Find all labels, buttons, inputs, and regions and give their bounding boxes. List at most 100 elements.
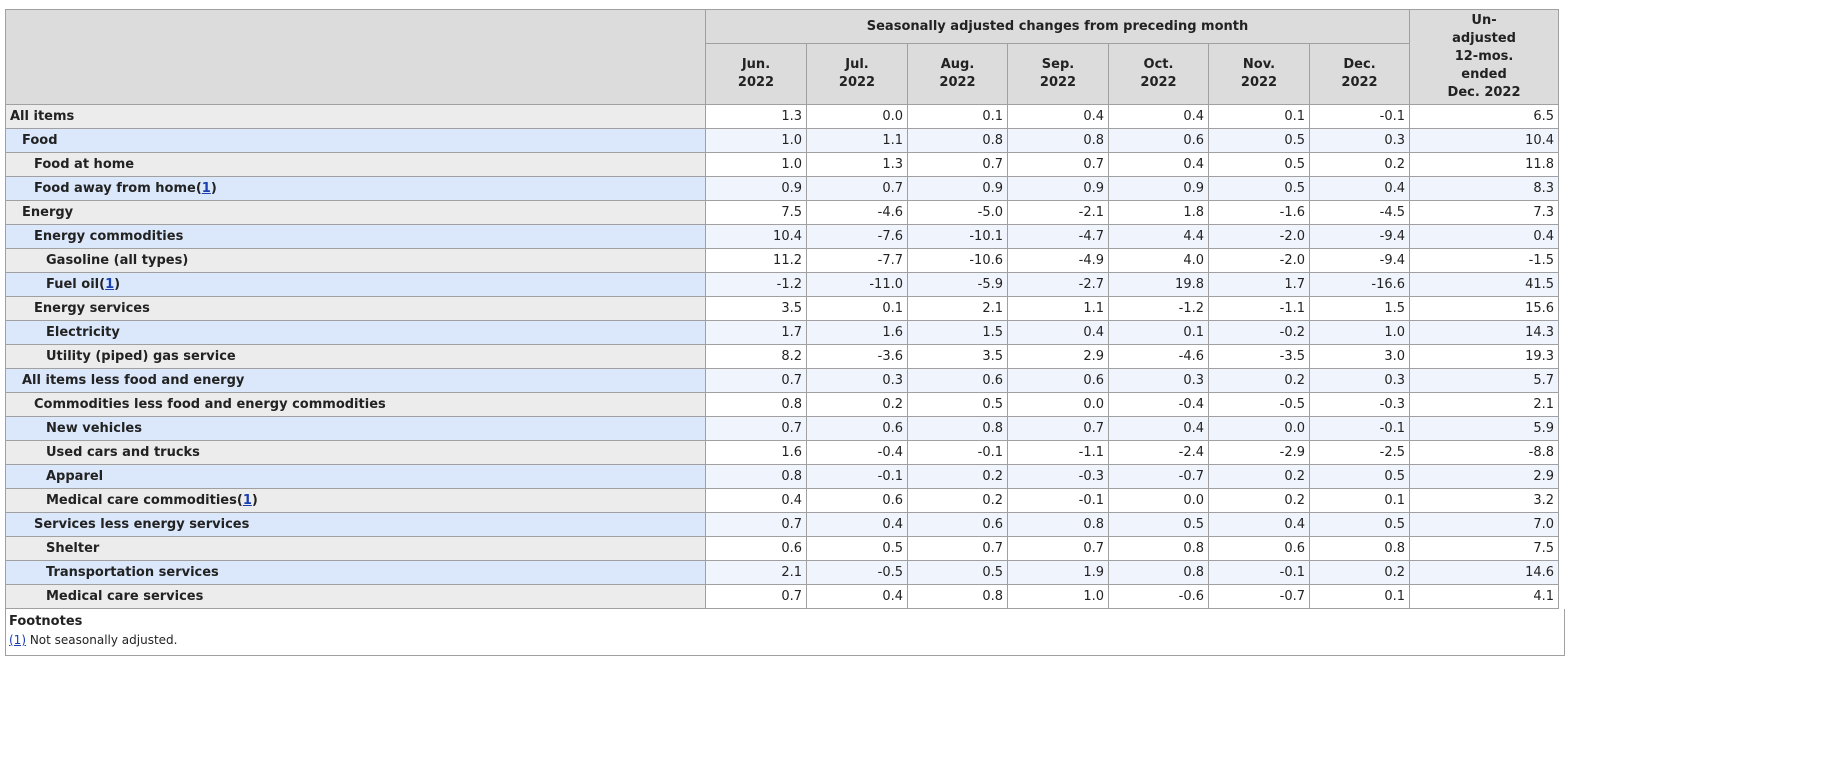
monthly-change-cell: 0.0 [1108,488,1209,513]
header-month-3: Sep. 2022 [1007,43,1109,105]
monthly-change-cell: 4.0 [1108,248,1209,273]
table-row: Medical care services 0.7 0.4 0.8 1.0 -0.6 -0.… [5,584,1560,609]
row-label-cell: Services less energy services [5,512,706,537]
table-row: Used cars and trucks 1.6 -0.4 -0.1 -1.1 -2.4-… [5,440,1560,465]
row-label: Commodities less food and energy commodi… [34,397,386,412]
monthly-change-cell: 0.1 [1108,320,1209,345]
row-label-cell: Transportation services [5,560,706,585]
monthly-change-cell: 0.6 [705,536,807,561]
monthly-change-cell: 19.8 [1108,272,1209,297]
monthly-change-cell: -3.6 [806,344,908,369]
monthly-change-cell: 0.5 [1308,464,1411,489]
row-label-cell: Food at home [5,152,706,177]
monthly-change-cell: 0.5 [907,560,1008,585]
monthly-change-cell: 0.2 [907,488,1008,513]
monthly-change-cell: -2.0 [1208,248,1310,273]
row-label: New vehicles [46,421,142,436]
monthly-change-cell: 0.9 [1108,176,1209,201]
unadjusted-value-cell: 6.5 [1409,104,1560,129]
monthly-change-cell: 11.2 [705,248,807,273]
monthly-change-cell: -0.4 [1108,392,1209,417]
monthly-change-cell: 1.6 [705,440,807,465]
table-header: Seasonally adjusted changes from precedi… [5,9,1560,105]
monthly-change-cell: -0.1 [1308,416,1411,441]
monthly-change-cell: -2.7 [1007,272,1109,297]
row-label-cell: Apparel [5,464,706,489]
monthly-change-cell: 0.8 [1007,128,1109,153]
monthly-change-cell: -0.2 [1208,320,1310,345]
row-label-cell: Medical care commodities(1) [5,488,706,513]
monthly-change-cell: 0.4 [1007,104,1109,129]
monthly-change-cell: 0.1 [1208,104,1310,129]
header-month-6: Dec. 2022 [1308,43,1411,105]
monthly-change-cell: -0.6 [1108,584,1209,609]
header-month-year: 2022 [1341,75,1378,90]
unadjusted-value-cell: 14.3 [1409,320,1560,345]
monthly-change-cell: 1.0 [1308,320,1411,345]
monthly-change-cell: 0.8 [907,584,1008,609]
monthly-change-cell: 0.2 [1208,464,1310,489]
monthly-change-cell: 0.8 [1308,536,1411,561]
monthly-change-cell: 0.7 [806,176,908,201]
monthly-change-cell: -4.9 [1007,248,1109,273]
header-month-year: 2022 [1240,75,1278,90]
row-label-cell: All items less food and energy [5,368,706,393]
monthly-change-cell: 1.8 [1108,200,1209,225]
monthly-change-cell: -0.1 [1208,560,1310,585]
table-row: Food at home 1.0 1.3 0.7 0.7 0.4 0.5 0.2 11.8 [5,152,1560,177]
unadjusted-value-cell: 15.6 [1409,296,1560,321]
row-label-cell: Energy [5,200,706,225]
monthly-change-cell: -0.3 [1308,392,1411,417]
monthly-change-cell: 0.4 [806,512,908,537]
monthly-change-cell: -1.2 [705,272,807,297]
table-row: Services less energy services 0.7 0.4 0.6 0.… [5,512,1560,537]
monthly-change-cell: -0.1 [1308,104,1411,129]
monthly-change-cell: 0.4 [1108,152,1209,177]
monthly-change-cell: 1.5 [907,320,1008,345]
monthly-change-cell: 0.6 [806,416,908,441]
monthly-change-cell: 3.5 [907,344,1008,369]
row-label-cell: All items [5,104,706,129]
row-label-cell: Food away from home(1) [5,176,706,201]
monthly-change-cell: -2.5 [1308,440,1411,465]
header-unadjusted-line4: ended [1461,67,1507,82]
unadjusted-value-cell: 7.3 [1409,200,1560,225]
header-unadjusted-line1: Un- [1471,13,1497,28]
monthly-change-cell: 2.1 [705,560,807,585]
header-month-0: Jun. 2022 [705,43,807,105]
monthly-change-cell: -9.4 [1308,224,1411,249]
header-unadjusted-line3: 12-mos. [1454,49,1514,64]
monthly-change-cell: 0.8 [1007,512,1109,537]
table-row: Transportation services 2.1 -0.5 0.5 1.9 0.8-… [5,560,1560,585]
monthly-change-cell: 1.0 [1007,584,1109,609]
monthly-change-cell: 3.0 [1308,344,1411,369]
monthly-change-cell: 0.5 [907,392,1008,417]
footnote-link[interactable]: 1 [105,277,115,292]
monthly-change-cell: 0.4 [1108,416,1209,441]
monthly-change-cell: 1.7 [1208,272,1310,297]
monthly-change-cell: 0.7 [705,584,807,609]
monthly-change-cell: -0.1 [1007,488,1109,513]
monthly-change-cell: -0.7 [1208,584,1310,609]
header-month-year: 2022 [838,75,876,90]
monthly-change-cell: -1.2 [1108,296,1209,321]
footnote-ref-link[interactable]: (1) [9,633,26,647]
table-row: Shelter 0.6 0.5 0.7 0.7 0.8 0.6 0.8 7.5 [5,536,1560,561]
row-label: Energy services [34,301,150,316]
unadjusted-value-cell: -8.8 [1409,440,1560,465]
monthly-change-cell: 1.7 [705,320,807,345]
monthly-change-cell: 7.5 [705,200,807,225]
monthly-change-cell: 0.4 [1108,104,1209,129]
monthly-change-cell: 1.0 [705,152,807,177]
row-label-cell: Energy commodities [5,224,706,249]
unadjusted-value-cell: 11.8 [1409,152,1560,177]
header-months-row: Jun. 2022 Jul. 2022 Aug. 2022 Sep. 2022 Oct. 2022… [6,43,1559,105]
footnote-link[interactable]: 1 [201,181,211,196]
monthly-change-cell: 0.2 [1308,560,1411,585]
monthly-change-cell: 0.4 [1308,176,1411,201]
monthly-change-cell: 0.7 [705,368,807,393]
monthly-change-cell: 0.5 [1108,512,1209,537]
header-month-name: Jun. [741,57,771,72]
footnote-link[interactable]: 1 [242,493,252,508]
monthly-change-cell: 0.6 [1007,368,1109,393]
